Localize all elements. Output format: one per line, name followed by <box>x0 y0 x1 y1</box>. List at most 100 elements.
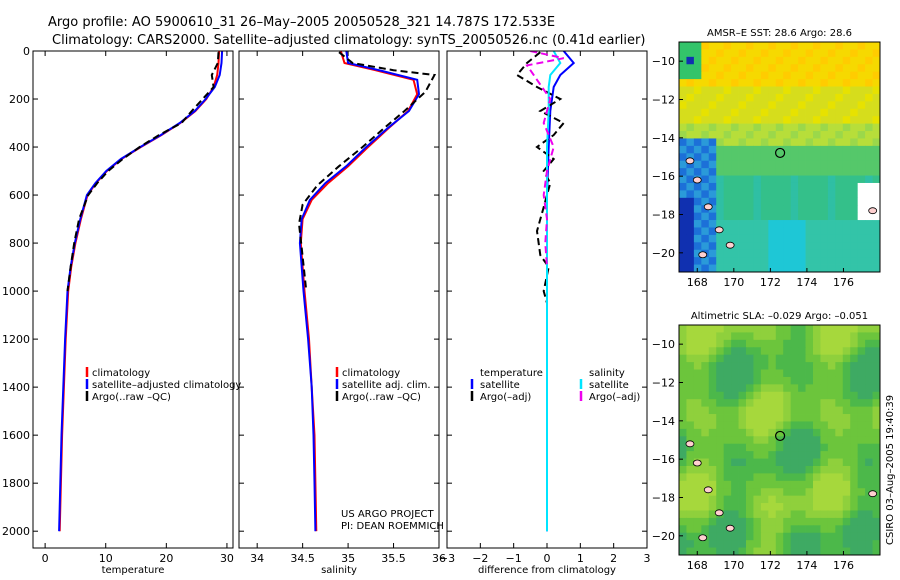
map-cell <box>805 436 814 445</box>
map-cell <box>753 71 762 80</box>
map-cell <box>679 212 687 221</box>
map-cell <box>813 190 821 199</box>
map-cell <box>865 123 873 132</box>
map-cell <box>820 332 829 341</box>
map-cell <box>686 421 695 430</box>
map-cell <box>701 362 710 370</box>
map-cell <box>686 488 695 497</box>
map-cell <box>746 227 754 236</box>
map-cell <box>798 131 806 139</box>
map-cell <box>857 465 866 474</box>
map-cell <box>693 138 702 147</box>
map-cell <box>783 414 792 422</box>
map-cell <box>679 391 687 400</box>
map-cell <box>865 495 873 504</box>
map-cell <box>731 540 739 548</box>
map-cell <box>760 42 769 50</box>
map-cell <box>746 428 754 437</box>
map-cell <box>790 131 799 139</box>
map-cell <box>753 384 762 393</box>
map-cell <box>693 49 702 58</box>
map-cell <box>820 42 829 50</box>
map-cell <box>701 153 710 162</box>
map-cell <box>850 391 859 400</box>
map-cell <box>723 325 732 333</box>
map-cell <box>813 79 821 87</box>
map-cell <box>790 42 799 50</box>
map-cell <box>746 42 754 50</box>
map-cell <box>872 421 881 430</box>
map-cell <box>820 421 829 430</box>
map-cell <box>842 56 851 65</box>
map-cell <box>835 503 844 511</box>
map-cell <box>679 116 687 125</box>
map-cell <box>850 153 859 162</box>
map-cell <box>835 227 844 236</box>
map-cell <box>783 64 792 73</box>
map-cell <box>753 428 762 437</box>
map-cell <box>842 540 851 548</box>
y-tick-label: 2000 <box>2 525 30 538</box>
map-cell <box>738 436 747 445</box>
map-cell <box>865 79 873 87</box>
map-cell <box>805 212 814 221</box>
map-cell <box>820 123 829 132</box>
map-cell <box>798 168 806 176</box>
map-cell <box>693 205 702 214</box>
map-cell <box>738 458 747 467</box>
map-cell <box>708 465 717 474</box>
map-cell <box>701 384 710 393</box>
figure-title-line1: Argo profile: AO 5900610_31 26–May–2005 … <box>48 15 555 30</box>
map-cell <box>805 234 814 243</box>
map-cell <box>738 101 747 110</box>
map-cell <box>813 212 821 221</box>
map-cell <box>723 49 732 58</box>
y-tick-label: 1800 <box>2 477 30 490</box>
map-cell <box>760 428 769 437</box>
map-cell <box>686 480 695 489</box>
island-shape <box>868 490 878 498</box>
map-cell <box>693 249 702 258</box>
map-cell <box>775 64 784 73</box>
map-cell <box>835 93 844 102</box>
map-cell <box>850 227 859 236</box>
x-tick-label: 2 <box>610 552 617 565</box>
map-cell <box>679 376 687 385</box>
map-cell <box>768 93 777 102</box>
map-cell <box>723 145 732 154</box>
map-cell <box>731 384 739 393</box>
map-cell <box>835 532 844 541</box>
map-cell <box>827 406 836 415</box>
map-cell <box>738 71 747 80</box>
map-cell <box>708 488 717 497</box>
island-shape <box>868 207 878 215</box>
map-cell <box>813 354 821 363</box>
map-cell <box>679 64 687 73</box>
map-cell <box>798 257 806 265</box>
map-cell <box>760 451 769 459</box>
map-cell <box>827 443 836 452</box>
map-cell <box>798 64 806 73</box>
map-cell <box>746 421 754 430</box>
map-cell <box>716 406 725 415</box>
map-cell <box>827 197 836 206</box>
map-cell <box>827 495 836 504</box>
map-cell <box>679 93 687 102</box>
map-cell <box>686 56 695 65</box>
map-cell <box>679 465 687 474</box>
map-cell <box>686 71 695 80</box>
map-cell <box>842 517 851 526</box>
map-cell <box>768 503 777 511</box>
map-cell <box>738 168 747 176</box>
map-title: AMSR–E SST: 28.6 Argo: 28.6 <box>707 28 852 39</box>
map-cell <box>775 547 784 556</box>
map-cell <box>827 362 836 370</box>
map-cell <box>679 227 687 236</box>
map-cell <box>679 332 687 341</box>
map-cell <box>820 465 829 474</box>
map-cell <box>693 480 702 489</box>
map-cell <box>768 414 777 422</box>
map-cell <box>723 93 732 102</box>
map-cell <box>790 93 799 102</box>
map-cell <box>746 205 754 214</box>
